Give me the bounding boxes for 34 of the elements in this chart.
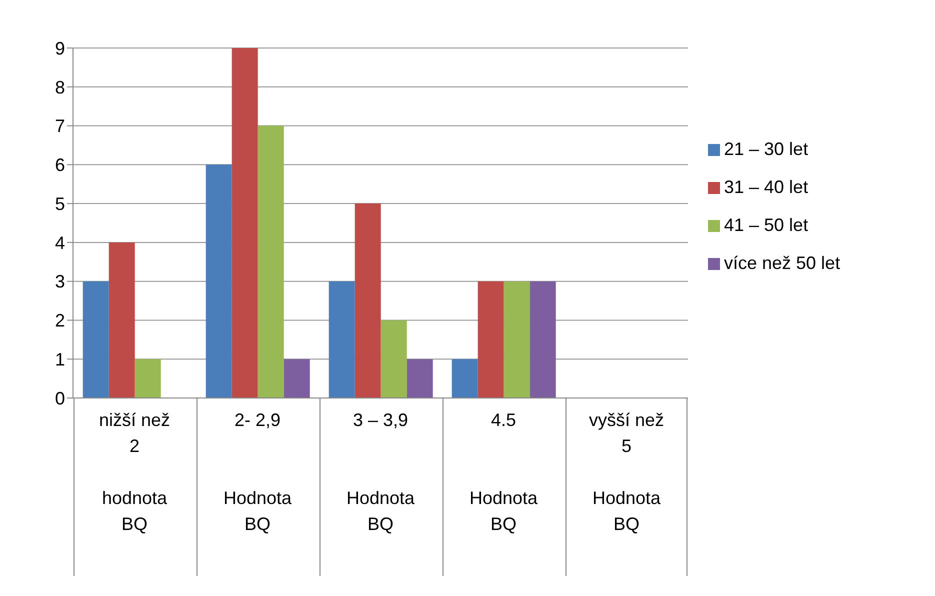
category-label: vyšší než 5 Hodnota BQ — [588, 410, 664, 534]
bar — [406, 359, 433, 398]
bar — [232, 48, 258, 398]
legend-label: více než 50 let — [724, 252, 840, 272]
y-tick-label: 5 — [54, 194, 65, 214]
bar — [478, 281, 504, 398]
legend-label: 21 – 30 let — [724, 138, 808, 158]
bar — [258, 126, 284, 398]
category-label: 2- 2,9 Hodnota BQ — [223, 410, 292, 534]
bar — [452, 359, 478, 398]
legend-label: 31 – 40 let — [724, 176, 808, 196]
category-label: 3 – 3,9 Hodnota BQ — [346, 410, 415, 534]
bar — [134, 359, 161, 398]
y-tick-label: 3 — [54, 272, 65, 292]
y-tick-label: 9 — [54, 38, 65, 58]
bar — [108, 242, 135, 398]
bar — [530, 281, 556, 398]
y-tick-label: 6 — [54, 155, 65, 176]
bar — [206, 164, 232, 398]
bar — [354, 204, 381, 398]
y-tick-label: 2 — [54, 310, 65, 331]
bar — [82, 281, 109, 398]
bar — [380, 320, 407, 398]
y-tick-label: 1 — [54, 350, 65, 370]
y-tick-label: 4 — [54, 232, 65, 253]
category-label: 4.5 Hodnota BQ — [469, 410, 538, 534]
bar — [504, 281, 530, 398]
bar — [328, 281, 355, 398]
legend-label: 41 – 50 let — [724, 214, 808, 234]
bar — [284, 359, 310, 398]
y-tick-label: 0 — [54, 388, 65, 408]
y-tick-label: 7 — [54, 116, 65, 136]
category-label: nižší než 2 hodnota BQ — [98, 410, 170, 534]
y-tick-label: 8 — [54, 77, 65, 98]
